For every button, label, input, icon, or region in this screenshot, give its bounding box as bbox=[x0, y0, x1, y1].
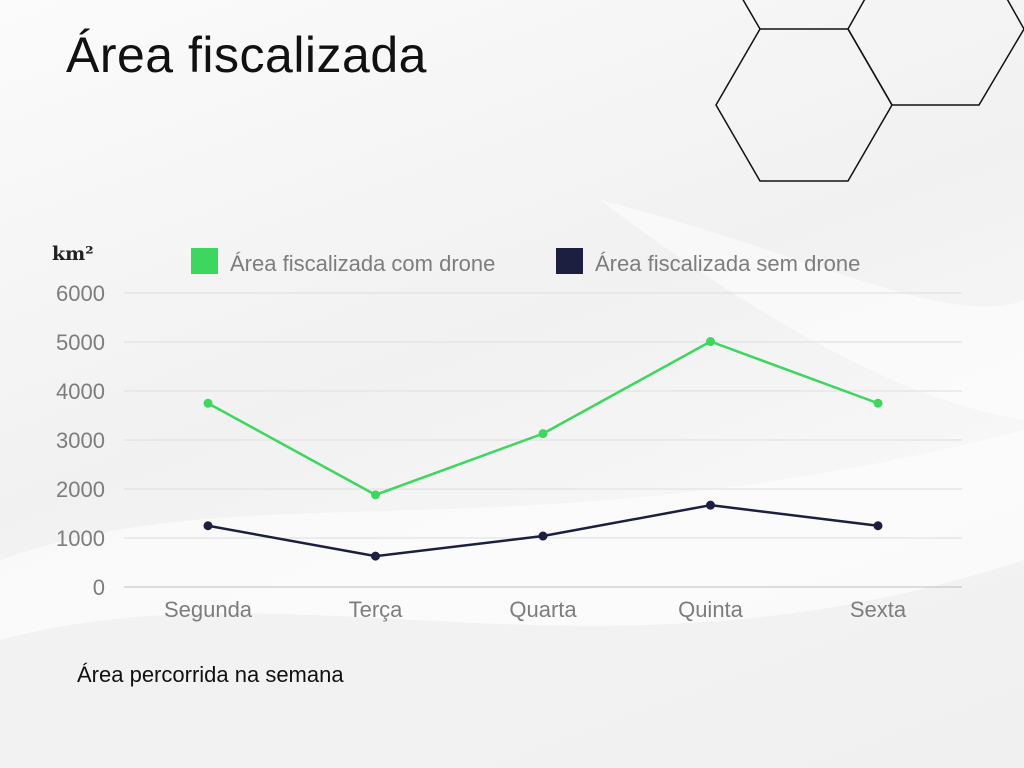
legend-label-com-drone: Área fiscalizada com drone bbox=[230, 251, 495, 276]
y-axis-unit-label: km² bbox=[52, 243, 94, 265]
y-tick-label: 4000 bbox=[56, 379, 105, 404]
legend: Área fiscalizada com drone Área fiscaliz… bbox=[191, 248, 860, 276]
data-point-series-0 bbox=[873, 398, 883, 408]
slide-title: Área fiscalizada bbox=[66, 27, 427, 83]
data-point-series-0 bbox=[203, 398, 213, 408]
y-tick-label: 6000 bbox=[56, 281, 105, 306]
data-point-series-1 bbox=[706, 500, 715, 510]
data-point-series-1 bbox=[873, 521, 883, 531]
y-tick-label: 5000 bbox=[56, 330, 105, 355]
x-tick-label: Terça bbox=[349, 597, 404, 622]
legend-label-sem-drone: Área fiscalizada sem drone bbox=[595, 251, 860, 276]
x-tick-label: Segunda bbox=[164, 597, 253, 622]
x-tick-label: Sexta bbox=[850, 597, 907, 622]
data-point-series-0 bbox=[706, 337, 715, 347]
data-point-series-1 bbox=[538, 531, 548, 541]
x-axis-ticks: Segunda Terça Quarta Quinta Sexta bbox=[164, 597, 907, 622]
y-tick-label: 2000 bbox=[56, 477, 105, 502]
series-line-0 bbox=[207, 340, 879, 497]
gridlines bbox=[124, 292, 962, 588]
chart-caption: Área percorrida na semana bbox=[77, 662, 344, 687]
x-tick-label: Quarta bbox=[509, 597, 577, 622]
y-axis-ticks: 6000 5000 4000 3000 2000 1000 0 bbox=[56, 281, 105, 600]
y-tick-label: 1000 bbox=[56, 526, 105, 551]
y-tick-label: 0 bbox=[93, 575, 105, 600]
x-tick-label: Quinta bbox=[678, 597, 744, 622]
series-layer bbox=[203, 337, 883, 561]
series-line-1 bbox=[207, 503, 879, 558]
data-point-series-0 bbox=[538, 429, 548, 439]
data-point-series-1 bbox=[203, 521, 213, 531]
data-point-series-1 bbox=[371, 551, 380, 561]
hexagon-decoration bbox=[715, 0, 1024, 182]
y-tick-label: 3000 bbox=[56, 428, 105, 453]
legend-swatch-sem-drone bbox=[556, 248, 583, 274]
legend-swatch-com-drone bbox=[191, 248, 218, 274]
data-point-series-0 bbox=[371, 490, 380, 500]
